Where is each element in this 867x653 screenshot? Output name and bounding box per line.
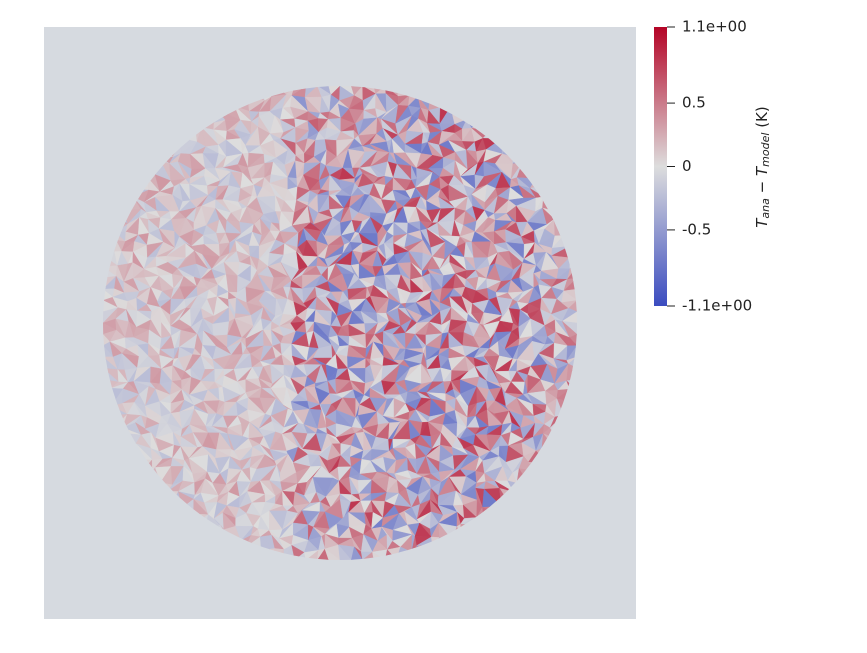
tick-label: 1.1e+00 bbox=[682, 18, 747, 36]
label-part: (K) bbox=[753, 106, 771, 132]
tick-label: 0.5 bbox=[682, 94, 706, 112]
colorbar-ticks: 1.1e+00 0.5 0 -0.5 -1.1e+00 bbox=[667, 18, 752, 315]
label-part: ana bbox=[759, 198, 772, 219]
tick-label: 0 bbox=[682, 157, 692, 175]
mesh bbox=[103, 86, 577, 560]
colorbar-title: Tana − Tmodel (K) bbox=[753, 106, 773, 227]
label-part: − T bbox=[753, 165, 771, 198]
colorbar bbox=[654, 27, 667, 306]
tick-label: -1.1e+00 bbox=[682, 297, 752, 315]
tick-label: -0.5 bbox=[682, 220, 711, 238]
label-part: model bbox=[759, 133, 772, 167]
